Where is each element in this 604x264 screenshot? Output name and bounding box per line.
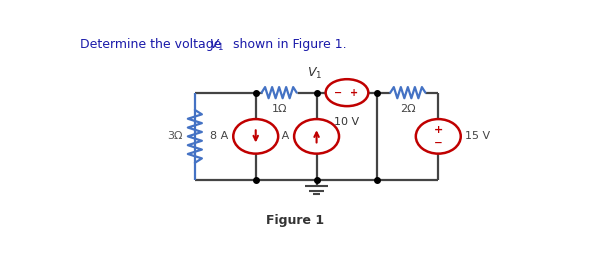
Ellipse shape — [326, 79, 368, 106]
Text: 2Ω: 2Ω — [400, 104, 416, 114]
Text: $V_1$: $V_1$ — [209, 38, 224, 53]
Text: 10 V: 10 V — [335, 117, 359, 127]
Ellipse shape — [294, 119, 339, 154]
Text: Determine the voltage: Determine the voltage — [80, 38, 226, 51]
Text: 3Ω: 3Ω — [168, 131, 183, 141]
Text: 1Ω: 1Ω — [271, 104, 287, 114]
Text: $V_1$: $V_1$ — [307, 66, 322, 82]
Text: 15 V: 15 V — [466, 131, 490, 141]
Text: 8 A: 8 A — [210, 131, 228, 141]
Text: −: − — [334, 88, 342, 98]
Text: +: + — [434, 125, 443, 135]
Text: 4 A: 4 A — [271, 131, 289, 141]
Text: shown in Figure 1.: shown in Figure 1. — [229, 38, 347, 51]
Text: +: + — [350, 88, 359, 98]
Text: Figure 1: Figure 1 — [266, 214, 324, 227]
Ellipse shape — [416, 119, 461, 154]
Ellipse shape — [233, 119, 278, 154]
Text: −: − — [434, 138, 443, 147]
